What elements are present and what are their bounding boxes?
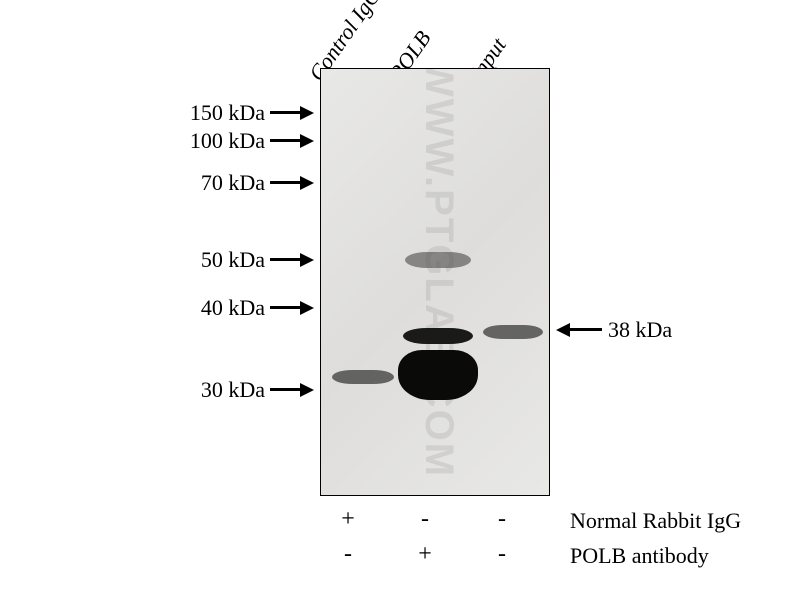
band-lane1-heavy bbox=[398, 350, 478, 400]
mw-arrow-shaft bbox=[270, 306, 300, 309]
mw-label-100: 100 kDa bbox=[165, 128, 265, 154]
mw-arrow-shaft bbox=[270, 388, 300, 391]
watermark-text: WWW.PTGLAB.COM bbox=[416, 68, 461, 478]
mw-label-40: 40 kDa bbox=[165, 295, 265, 321]
mw-arrow-head bbox=[300, 176, 314, 190]
cond-row0-lane0: + bbox=[333, 506, 363, 533]
band-lane1-50k bbox=[405, 252, 471, 268]
mw-label-150: 150 kDa bbox=[165, 100, 265, 126]
cond-row1-lane0: - bbox=[333, 541, 363, 568]
mw-arrow-head bbox=[300, 383, 314, 397]
mw-label-30: 30 kDa bbox=[165, 377, 265, 403]
band-lane2-input bbox=[483, 325, 543, 339]
mw-label-50: 50 kDa bbox=[165, 247, 265, 273]
target-arrow-shaft bbox=[570, 328, 602, 331]
mw-arrow-head bbox=[300, 134, 314, 148]
mw-arrow-shaft bbox=[270, 258, 300, 261]
figure-container: Control IgG POLB Input 150 kDa 100 kDa 7… bbox=[0, 0, 800, 600]
target-band-label: 38 kDa bbox=[608, 317, 672, 343]
cond-row1-label: POLB antibody bbox=[570, 543, 709, 569]
mw-arrow-head bbox=[300, 106, 314, 120]
cond-row0-label: Normal Rabbit IgG bbox=[570, 508, 741, 534]
cond-row1-lane2: - bbox=[487, 541, 517, 568]
cond-row1-lane1: + bbox=[410, 541, 440, 568]
cond-row0-lane1: - bbox=[410, 506, 440, 533]
mw-arrow-shaft bbox=[270, 181, 300, 184]
mw-arrow-shaft bbox=[270, 111, 300, 114]
band-lane1-38k bbox=[403, 328, 473, 344]
target-arrow-head bbox=[556, 323, 570, 337]
mw-label-70: 70 kDa bbox=[165, 170, 265, 196]
mw-arrow-head bbox=[300, 253, 314, 267]
mw-arrow-shaft bbox=[270, 139, 300, 142]
cond-row0-lane2: - bbox=[487, 506, 517, 533]
mw-arrow-head bbox=[300, 301, 314, 315]
blot-membrane: WWW.PTGLAB.COM bbox=[320, 68, 550, 496]
band-lane0 bbox=[332, 370, 394, 384]
